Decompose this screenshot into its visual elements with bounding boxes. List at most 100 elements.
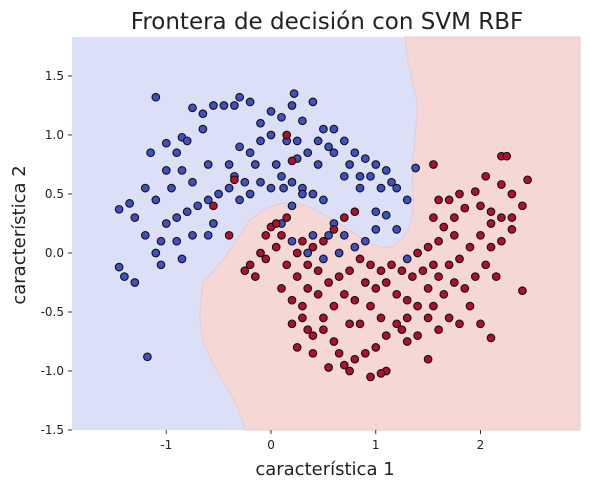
- blue-point: [319, 195, 328, 205]
- red-point: [470, 187, 480, 196]
- blue-point: [114, 204, 124, 214]
- blue-point: [287, 101, 297, 110]
- red-point: [334, 272, 344, 281]
- red-point: [434, 272, 443, 281]
- red-point: [507, 225, 517, 234]
- blue-point: [209, 219, 218, 228]
- blue-point: [339, 230, 349, 240]
- blue-point: [371, 160, 381, 169]
- red-point: [449, 213, 459, 222]
- blue-point: [271, 160, 281, 169]
- red-point: [497, 180, 506, 189]
- red-point: [497, 213, 506, 222]
- red-point: [449, 278, 459, 287]
- red-point: [423, 284, 433, 293]
- blue-point: [313, 160, 323, 169]
- y-tick-label: 1.5: [45, 69, 64, 83]
- red-point: [209, 201, 218, 211]
- blue-point: [256, 118, 265, 128]
- red-point: [371, 343, 381, 352]
- red-point: [292, 248, 302, 258]
- red-point: [465, 242, 475, 252]
- blue-point: [303, 248, 313, 258]
- y-axis-ticks: -1.5 -1.0 -0.5 0.0 0.5 1.0 1.5: [41, 69, 72, 437]
- blue-point: [203, 195, 213, 205]
- red-point: [429, 260, 438, 270]
- blue-point: [250, 160, 260, 169]
- red-point: [408, 272, 417, 281]
- red-point: [324, 363, 333, 372]
- red-point: [287, 156, 297, 166]
- red-point: [402, 337, 412, 346]
- blue-point: [266, 183, 276, 193]
- red-point: [298, 301, 307, 311]
- blue-point: [287, 201, 297, 211]
- red-point: [360, 348, 370, 358]
- blue-point: [287, 236, 297, 246]
- red-point: [345, 319, 354, 329]
- blue-point: [366, 171, 375, 181]
- blue-point: [298, 189, 307, 199]
- red-point: [465, 301, 475, 311]
- x-axis-ticks: -1 0 1 2: [160, 430, 484, 452]
- x-tick-label: 1: [372, 438, 380, 452]
- blue-point: [298, 116, 307, 126]
- red-point: [277, 284, 286, 293]
- red-point: [444, 195, 454, 205]
- blue-point: [156, 236, 166, 246]
- red-point: [392, 289, 402, 299]
- blue-point: [193, 201, 203, 211]
- blue-point: [172, 236, 182, 246]
- blue-point: [360, 154, 370, 163]
- blue-point: [350, 242, 360, 252]
- red-point: [308, 242, 318, 252]
- blue-point: [334, 248, 344, 258]
- red-point: [355, 319, 365, 329]
- red-point: [413, 301, 422, 311]
- blue-point: [235, 92, 244, 102]
- red-point: [319, 236, 328, 246]
- blue-point: [161, 166, 171, 175]
- blue-point: [392, 183, 402, 193]
- red-point: [277, 230, 286, 240]
- y-tick-label: -1.0: [41, 364, 64, 378]
- red-point: [476, 319, 485, 329]
- blue-point: [182, 136, 192, 146]
- blue-point: [130, 278, 140, 287]
- blue-point: [130, 213, 140, 222]
- blue-point: [151, 248, 161, 258]
- blue-point: [402, 254, 412, 264]
- blue-point: [172, 148, 182, 158]
- blue-point: [214, 189, 223, 199]
- red-point: [418, 266, 428, 276]
- chart-title: Frontera de decisión con SVM RBF: [131, 9, 523, 35]
- red-point: [455, 319, 464, 329]
- red-point: [261, 254, 271, 264]
- red-point: [423, 313, 433, 323]
- red-point: [444, 313, 454, 323]
- red-point: [350, 354, 360, 364]
- blue-point: [219, 101, 229, 110]
- red-point: [345, 366, 354, 376]
- blue-point: [188, 103, 197, 113]
- red-point: [455, 254, 464, 264]
- blue-point: [188, 177, 197, 187]
- red-point: [476, 201, 485, 211]
- blue-point: [339, 136, 349, 146]
- blue-point: [209, 101, 218, 110]
- blue-point: [172, 213, 182, 222]
- red-point: [518, 286, 527, 296]
- blue-point: [156, 260, 166, 270]
- y-tick-label: 1.0: [45, 128, 64, 142]
- x-tick-label: 0: [267, 438, 275, 452]
- blue-point: [329, 148, 339, 158]
- red-point: [429, 160, 438, 169]
- red-point: [287, 319, 297, 329]
- blue-point: [224, 183, 234, 193]
- blue-point: [235, 142, 244, 152]
- red-point: [423, 242, 433, 252]
- red-region: [199, 36, 581, 431]
- blue-point: [203, 230, 213, 240]
- blue-point: [125, 199, 134, 208]
- red-point: [355, 254, 365, 264]
